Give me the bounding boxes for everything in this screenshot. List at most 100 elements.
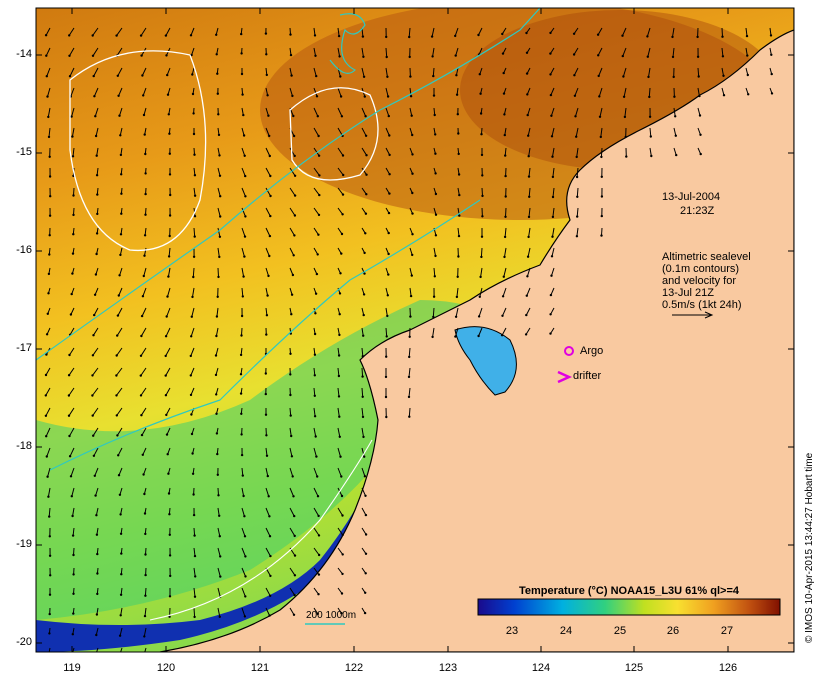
velocity-arrowhead (242, 134, 246, 137)
velocity-arrow (313, 527, 320, 536)
velocity-arrow (68, 367, 75, 376)
velocity-arrow (265, 467, 269, 477)
colorbar-tick: 27 (720, 625, 734, 637)
velocity-arrowhead (241, 93, 244, 96)
velocity-arrowhead (119, 593, 123, 596)
velocity-arrow (165, 327, 171, 337)
velocity-arrowhead (525, 313, 528, 317)
velocity-arrowhead (597, 54, 600, 57)
velocity-arrowhead (363, 455, 366, 458)
axis-ticks (36, 8, 794, 652)
velocity-arrowhead (168, 513, 171, 516)
velocity-arrow (72, 147, 75, 157)
velocity-arrow (241, 167, 246, 177)
velocity-arrowhead (269, 554, 272, 558)
velocity-arrowhead (144, 573, 147, 577)
velocity-arrow (552, 167, 555, 177)
velocity-arrowhead (289, 373, 292, 376)
velocity-arrow (313, 67, 317, 77)
velocity-arrow (193, 187, 196, 196)
velocity-arrowhead (385, 35, 388, 39)
velocity-arrowhead (341, 514, 344, 517)
velocity-arrowhead (218, 235, 222, 238)
velocity-arrowhead (189, 34, 193, 37)
velocity-arrow (119, 627, 123, 636)
velocity-arrowhead (168, 554, 172, 557)
velocity-arrowhead (525, 294, 528, 297)
velocity-arrow (721, 47, 724, 57)
velocity-arrowhead (240, 433, 243, 436)
velocity-arrowhead (267, 114, 270, 117)
argo-label: Argo (580, 345, 604, 357)
velocity-arrow (265, 487, 270, 497)
velocity-arrowhead (243, 535, 247, 538)
velocity-arrow (118, 87, 123, 96)
velocity-arrow (117, 447, 123, 456)
velocity-arrowhead (193, 554, 197, 558)
velocity-arrowhead (69, 313, 73, 316)
velocity-arrowhead (218, 154, 221, 157)
velocity-arrow (528, 147, 531, 157)
velocity-arrowhead (165, 433, 169, 436)
velocity-arrow (190, 347, 195, 357)
velocity-arrowhead (362, 313, 365, 317)
velocity-arrow (576, 227, 579, 237)
velocity-arrowhead (268, 515, 271, 518)
velocity-arrowhead (193, 615, 196, 619)
velocity-arrowhead (164, 335, 168, 338)
velocity-arrowhead (456, 113, 459, 116)
velocity-arrowhead (70, 115, 73, 118)
velocity-arrow (646, 27, 651, 37)
velocity-arrow (313, 47, 316, 56)
velocity-arrowhead (409, 294, 413, 298)
velocity-arrow (217, 147, 220, 156)
velocity-arrow (721, 87, 725, 96)
velocity-arrowhead (479, 275, 482, 279)
velocity-arrow (217, 167, 221, 176)
velocity-arrowhead (600, 195, 604, 198)
velocity-arrowhead (218, 255, 221, 259)
velocity-arrowhead (243, 615, 247, 618)
velocity-arrowhead (576, 195, 579, 198)
velocity-arrowhead (477, 315, 481, 318)
velocity-arrow (551, 127, 555, 137)
velocity-arrowhead (94, 115, 97, 118)
velocity-arrowhead (164, 394, 168, 397)
velocity-arrow (217, 267, 219, 277)
velocity-arrowhead (119, 153, 123, 157)
velocity-arrowhead (94, 494, 97, 497)
velocity-arrowhead (216, 295, 219, 298)
velocity-arrowhead (119, 513, 122, 516)
velocity-arrowhead (313, 332, 317, 336)
velocity-arrowhead (455, 74, 458, 77)
velocity-arrow (265, 107, 269, 116)
velocity-arrowhead (338, 333, 341, 337)
velocity-arrow (69, 447, 75, 457)
velocity-arrow (337, 527, 344, 536)
velocity-arrowhead (409, 75, 412, 78)
velocity-arrowhead (650, 154, 653, 158)
velocity-arrowhead (94, 134, 98, 138)
velocity-arrowhead (456, 275, 459, 278)
velocity-arrow (527, 247, 531, 257)
velocity-arrowhead (572, 53, 576, 56)
velocity-arrowhead (266, 474, 269, 478)
velocity-arrow (94, 107, 99, 117)
velocity-arrowhead (119, 253, 122, 257)
velocity-arrowhead (388, 153, 391, 157)
velocity-arrow (95, 507, 99, 516)
velocity-arrowhead (118, 655, 120, 657)
velocity-arrowhead (387, 252, 390, 256)
velocity-arrowhead (71, 155, 75, 158)
velocity-arrow (165, 347, 171, 357)
velocity-arrowhead (457, 173, 461, 176)
velocity-arrowhead (621, 34, 624, 37)
velocity-arrow (166, 67, 171, 76)
velocity-arrow (45, 387, 51, 396)
velocity-arrowhead (240, 52, 243, 55)
velocity-arrow (91, 387, 99, 396)
velocity-arrow (140, 387, 147, 396)
velocity-arrow (165, 27, 171, 36)
velocity-arrowhead (314, 435, 317, 438)
velocity-arrow (265, 167, 271, 177)
